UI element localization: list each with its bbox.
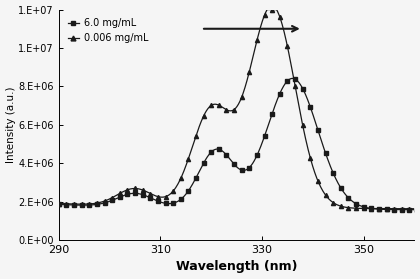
X-axis label: Wavelength (nm): Wavelength (nm) bbox=[176, 260, 297, 273]
Y-axis label: Intensity (a.u.): Intensity (a.u.) bbox=[5, 86, 16, 163]
Legend: 6.0 mg/mL, 0.006 mg/mL: 6.0 mg/mL, 0.006 mg/mL bbox=[64, 15, 152, 47]
